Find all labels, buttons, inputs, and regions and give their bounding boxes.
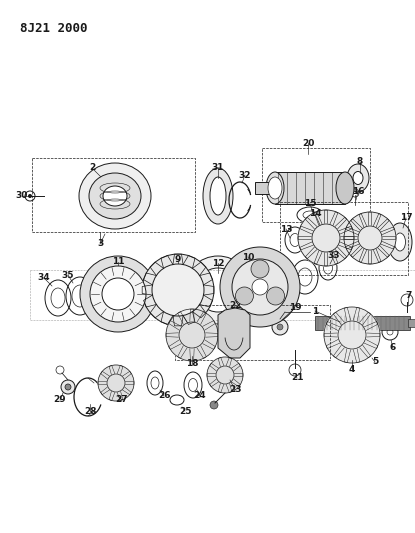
Bar: [408, 319, 415, 327]
Text: 21: 21: [291, 374, 303, 383]
Circle shape: [28, 194, 32, 198]
Text: 35: 35: [62, 271, 74, 279]
Text: 7: 7: [406, 292, 412, 301]
Circle shape: [298, 210, 354, 266]
Ellipse shape: [353, 172, 363, 184]
Text: 26: 26: [158, 392, 170, 400]
Circle shape: [142, 254, 214, 326]
Circle shape: [98, 365, 134, 401]
Ellipse shape: [336, 172, 354, 204]
Circle shape: [220, 247, 300, 327]
Text: 10: 10: [242, 253, 254, 262]
Ellipse shape: [266, 172, 284, 204]
Text: 6: 6: [390, 343, 396, 352]
Polygon shape: [218, 308, 250, 358]
Text: 14: 14: [309, 209, 321, 219]
Circle shape: [235, 287, 254, 305]
Text: 11: 11: [112, 257, 124, 266]
Text: 8J21 2000: 8J21 2000: [20, 22, 88, 35]
Ellipse shape: [388, 223, 412, 261]
Text: 17: 17: [400, 214, 413, 222]
Text: 16: 16: [352, 187, 364, 196]
Text: 9: 9: [175, 255, 181, 264]
Circle shape: [272, 319, 288, 335]
Circle shape: [277, 324, 283, 330]
Text: 34: 34: [38, 273, 50, 282]
Text: 33: 33: [328, 252, 340, 261]
Ellipse shape: [268, 177, 282, 199]
Circle shape: [251, 260, 269, 278]
Bar: [275, 172, 345, 204]
Circle shape: [184, 256, 252, 324]
Text: 19: 19: [289, 303, 301, 312]
Circle shape: [344, 212, 396, 264]
Text: 1: 1: [312, 306, 318, 316]
Bar: [255, 182, 275, 194]
Circle shape: [102, 278, 134, 310]
Text: 20: 20: [302, 139, 314, 148]
Text: 31: 31: [212, 164, 224, 173]
Text: 27: 27: [116, 395, 128, 405]
Circle shape: [252, 279, 268, 295]
Text: 15: 15: [304, 199, 316, 208]
Text: 30: 30: [16, 191, 28, 200]
Ellipse shape: [103, 186, 127, 206]
Text: 5: 5: [372, 358, 378, 367]
Ellipse shape: [79, 163, 151, 229]
Circle shape: [61, 380, 75, 394]
Ellipse shape: [395, 233, 405, 251]
Text: 24: 24: [194, 392, 206, 400]
Circle shape: [210, 401, 218, 409]
Text: 25: 25: [179, 407, 191, 416]
Text: 18: 18: [186, 359, 198, 368]
Text: 22: 22: [229, 301, 241, 310]
Text: 12: 12: [212, 259, 224, 268]
Circle shape: [152, 264, 204, 316]
Circle shape: [80, 256, 156, 332]
Text: 29: 29: [54, 395, 66, 405]
Circle shape: [232, 259, 288, 315]
Ellipse shape: [89, 173, 141, 219]
Text: 28: 28: [84, 408, 96, 416]
Ellipse shape: [210, 177, 226, 215]
Ellipse shape: [203, 168, 233, 224]
Circle shape: [266, 287, 285, 305]
Circle shape: [324, 307, 380, 363]
Text: 4: 4: [349, 365, 355, 374]
Ellipse shape: [347, 164, 369, 192]
Circle shape: [207, 357, 243, 393]
Circle shape: [166, 309, 218, 361]
Circle shape: [90, 266, 146, 322]
Text: 32: 32: [239, 171, 251, 180]
Text: 13: 13: [280, 224, 292, 233]
Bar: [315, 316, 410, 330]
Circle shape: [196, 268, 240, 312]
Text: 2: 2: [89, 164, 95, 173]
Text: 8: 8: [357, 157, 363, 166]
Circle shape: [65, 384, 71, 390]
Text: 3: 3: [97, 239, 103, 248]
Text: 23: 23: [229, 385, 241, 394]
